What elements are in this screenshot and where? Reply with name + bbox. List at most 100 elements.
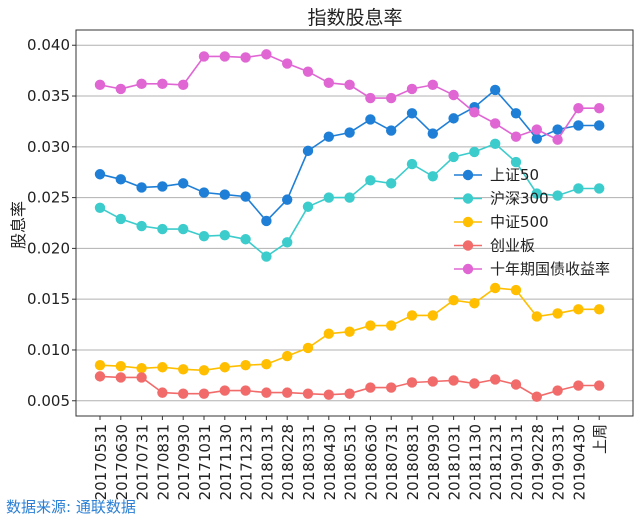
data-point [406, 83, 418, 95]
legend-marker [462, 169, 474, 181]
data-point [427, 310, 438, 321]
data-point [469, 107, 480, 118]
data-point [282, 58, 293, 69]
data-point [178, 178, 189, 189]
legend-label: 中证500 [490, 213, 549, 231]
data-point [240, 52, 251, 63]
data-point [136, 182, 147, 193]
data-point [282, 237, 293, 248]
data-point [198, 51, 210, 62]
x-tick-label: 20171130 [217, 424, 235, 500]
data-point [240, 360, 251, 371]
data-point [302, 388, 314, 399]
y-axis-ticks: 0.005 0.010 0.015 0.020 0.025 0.030 0.035 0.040 [27, 36, 76, 410]
data-point [490, 84, 501, 96]
data-point [510, 108, 522, 119]
data-point [198, 231, 210, 242]
x-tick-label: 20171031 [196, 424, 214, 500]
data-point [323, 192, 334, 203]
data-point [594, 304, 605, 315]
data-point [302, 201, 314, 212]
data-point [406, 310, 418, 321]
y-tick-label: 0.010 [27, 341, 70, 359]
y-axis-label: 股息率 [9, 201, 28, 249]
data-point [261, 251, 272, 262]
data-point [448, 295, 459, 306]
plot-frame [75, 29, 634, 417]
x-tick-label: 上周 [591, 424, 609, 454]
data-point [302, 66, 314, 77]
data-point [573, 304, 584, 315]
data-point [136, 78, 147, 90]
legend-item: 上证50 [454, 166, 539, 184]
data-point [198, 388, 210, 399]
data-point [344, 388, 355, 399]
x-tick-label: 20180531 [342, 424, 360, 500]
x-tick-label: 20170831 [154, 424, 172, 500]
data-point [115, 83, 127, 95]
data-point [94, 360, 106, 371]
legend-item: 创业板 [454, 237, 535, 255]
data-point [323, 328, 334, 339]
legend-label: 十年期国债收益率 [490, 260, 610, 278]
data-point [261, 215, 272, 227]
data-point [302, 145, 314, 157]
data-point [552, 134, 563, 145]
data-point [427, 376, 438, 387]
y-tick-label: 0.040 [27, 36, 70, 54]
series-1 [94, 84, 605, 227]
x-tick-label: 20181031 [446, 424, 464, 500]
chart-title: 指数股息率 [307, 7, 402, 29]
data-point [136, 372, 147, 383]
data-point [323, 77, 334, 89]
series-5 [94, 49, 605, 145]
data-point [594, 183, 605, 194]
data-point [510, 379, 522, 390]
data-point [219, 362, 230, 373]
data-point [136, 363, 147, 374]
data-point [552, 124, 563, 135]
legend-marker [462, 263, 474, 275]
data-point [594, 120, 605, 131]
data-point [157, 181, 168, 192]
data-point [365, 382, 376, 393]
data-point [448, 113, 459, 124]
data-point [344, 326, 355, 337]
data-point [406, 158, 418, 170]
data-point [178, 223, 189, 235]
x-tick-label: 20170930 [175, 424, 193, 500]
data-point [115, 372, 127, 383]
data-point [219, 385, 230, 396]
data-point [198, 187, 210, 198]
data-point [386, 125, 397, 136]
data-point [282, 350, 293, 362]
data-point [365, 175, 376, 186]
data-point [344, 79, 355, 91]
x-tick-label: 20180630 [362, 424, 380, 500]
grid [76, 44, 633, 402]
data-point [365, 92, 376, 104]
data-point [531, 188, 542, 199]
data-point [573, 120, 584, 131]
data-point [240, 385, 251, 396]
data-point [469, 298, 480, 309]
legend-item: 中证500 [454, 213, 549, 231]
y-tick-label: 0.025 [27, 189, 70, 207]
data-point [115, 361, 127, 372]
x-tick-label: 20171231 [238, 424, 256, 500]
source-note: 数据来源: 通联数据 [6, 498, 136, 516]
legend-label: 创业板 [490, 237, 535, 255]
x-tick-label: 20180930 [425, 424, 443, 500]
data-point [323, 389, 334, 400]
data-point [531, 311, 542, 322]
series-2 [94, 138, 605, 262]
x-tick-label: 20170531 [92, 424, 110, 500]
series-group [94, 49, 605, 402]
data-point [490, 138, 501, 149]
data-point [531, 391, 542, 402]
data-point [510, 156, 522, 168]
data-point [302, 342, 314, 354]
data-point [178, 388, 189, 399]
data-point [448, 151, 459, 163]
